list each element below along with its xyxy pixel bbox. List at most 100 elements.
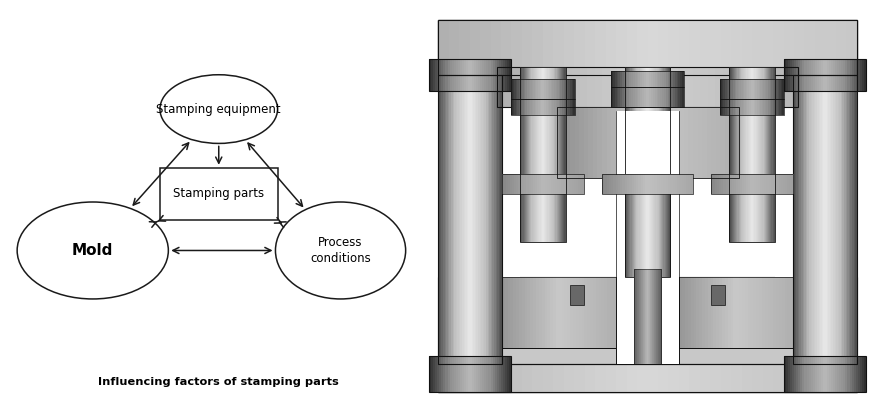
Bar bbox=[579, 107, 584, 178]
Bar bbox=[536, 277, 539, 349]
Bar bbox=[549, 174, 551, 194]
Bar bbox=[726, 79, 729, 99]
Bar bbox=[573, 79, 575, 99]
Bar bbox=[823, 75, 825, 364]
Bar bbox=[794, 59, 797, 91]
Bar bbox=[544, 67, 546, 242]
Bar bbox=[830, 75, 832, 364]
Bar bbox=[761, 67, 763, 242]
Bar bbox=[535, 67, 536, 242]
Bar bbox=[668, 87, 669, 107]
Bar bbox=[669, 72, 672, 87]
Bar bbox=[497, 67, 506, 107]
Bar bbox=[564, 67, 565, 242]
Bar bbox=[446, 75, 448, 364]
Bar bbox=[624, 87, 626, 107]
Bar bbox=[662, 67, 670, 107]
Bar bbox=[473, 59, 474, 91]
Bar bbox=[480, 356, 483, 392]
Bar bbox=[768, 67, 770, 242]
Bar bbox=[734, 107, 739, 178]
Bar bbox=[732, 67, 733, 242]
Bar bbox=[497, 59, 499, 91]
Bar bbox=[644, 67, 646, 277]
Bar bbox=[759, 67, 760, 242]
Bar bbox=[620, 174, 623, 194]
Bar bbox=[449, 20, 459, 75]
Bar bbox=[736, 99, 738, 115]
Bar bbox=[542, 67, 550, 107]
Bar bbox=[556, 67, 558, 242]
Bar bbox=[791, 174, 794, 194]
Bar bbox=[728, 277, 731, 349]
Bar bbox=[648, 174, 650, 194]
Bar bbox=[520, 67, 565, 242]
Bar bbox=[606, 20, 617, 75]
Bar bbox=[754, 174, 757, 194]
Bar bbox=[821, 356, 823, 392]
Bar bbox=[468, 59, 471, 91]
Bar bbox=[613, 174, 616, 194]
Bar bbox=[640, 67, 648, 107]
Bar bbox=[656, 72, 659, 87]
Bar bbox=[758, 67, 760, 242]
Bar bbox=[858, 356, 860, 392]
Bar bbox=[573, 277, 577, 349]
Bar bbox=[848, 356, 850, 392]
Bar bbox=[794, 20, 805, 75]
Bar bbox=[786, 356, 788, 392]
Bar bbox=[479, 356, 480, 392]
Bar bbox=[590, 277, 593, 349]
Bar bbox=[571, 99, 574, 115]
Bar bbox=[730, 174, 732, 194]
Bar bbox=[505, 67, 513, 107]
Bar bbox=[773, 99, 775, 115]
Bar bbox=[645, 67, 647, 277]
Bar bbox=[646, 72, 648, 87]
Bar bbox=[485, 75, 487, 364]
Bar bbox=[755, 79, 758, 99]
Bar bbox=[753, 67, 755, 242]
Bar bbox=[483, 75, 485, 364]
Bar bbox=[735, 67, 737, 242]
Bar bbox=[762, 67, 764, 242]
Bar bbox=[700, 20, 710, 75]
Bar bbox=[480, 59, 483, 91]
Bar bbox=[722, 277, 725, 349]
Bar bbox=[746, 67, 753, 107]
Bar bbox=[548, 277, 550, 349]
Bar bbox=[771, 79, 774, 99]
Bar bbox=[789, 174, 792, 194]
Bar bbox=[611, 107, 616, 178]
Bar bbox=[734, 174, 736, 194]
Bar bbox=[742, 364, 752, 392]
Bar bbox=[776, 79, 778, 99]
Bar bbox=[810, 75, 813, 364]
Bar bbox=[770, 67, 772, 242]
Bar bbox=[825, 364, 836, 392]
Bar bbox=[655, 67, 657, 277]
Bar bbox=[839, 356, 842, 392]
Bar bbox=[514, 79, 516, 99]
Bar bbox=[831, 75, 833, 364]
Bar bbox=[715, 67, 723, 107]
Bar bbox=[556, 277, 559, 349]
Bar bbox=[724, 79, 725, 99]
Bar bbox=[584, 20, 596, 75]
Bar bbox=[501, 364, 512, 392]
Bar bbox=[717, 277, 719, 349]
Bar bbox=[755, 99, 758, 115]
Bar bbox=[576, 174, 578, 194]
Bar bbox=[689, 107, 694, 178]
Bar bbox=[561, 107, 566, 178]
Bar bbox=[554, 67, 556, 242]
Bar bbox=[673, 87, 676, 107]
Bar bbox=[505, 277, 508, 349]
Bar bbox=[825, 75, 827, 364]
Bar bbox=[778, 99, 780, 115]
Bar bbox=[710, 20, 721, 75]
Bar bbox=[774, 277, 776, 349]
Bar bbox=[539, 277, 542, 349]
Bar bbox=[742, 277, 746, 349]
Bar bbox=[663, 67, 665, 277]
